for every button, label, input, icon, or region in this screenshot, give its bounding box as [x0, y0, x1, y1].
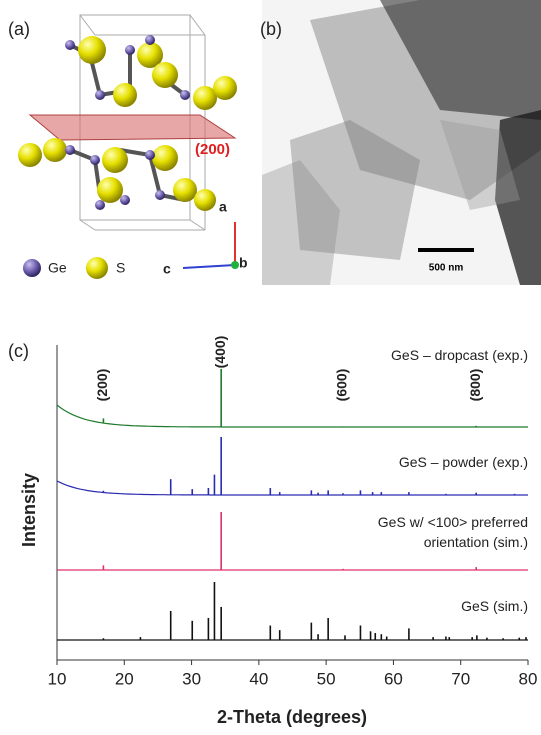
peak-annotation: (200) [94, 369, 110, 402]
x-tick-label: 20 [115, 669, 134, 688]
series-label: GeS (sim.) [268, 596, 528, 616]
y-axis-label: Intensity [19, 473, 39, 547]
legend-label: Ge [48, 260, 67, 276]
crystal-structure: (a) (200) a b c Ge S [8, 15, 248, 279]
panel-label: (c) [8, 341, 29, 361]
tem-image: (b) 500 nm [260, 0, 541, 285]
peak-annotation: (600) [334, 369, 350, 402]
plane-200 [30, 115, 235, 140]
cell-edge [80, 15, 95, 35]
figure-canvas: (a) (200) a b c Ge S (b) 500 nm (c) 2-Th… [0, 0, 541, 735]
x-tick-label: 10 [48, 669, 67, 688]
scale-bar-label: 500 nm [429, 263, 464, 274]
axis-label: c [163, 261, 171, 277]
baseline [57, 481, 528, 495]
axis-label: a [219, 199, 227, 215]
plane-label: (200) [195, 141, 230, 158]
axis-label: b [239, 255, 248, 271]
axis-b-dot [231, 261, 239, 269]
x-tick-label: 80 [519, 669, 538, 688]
axis-c-arrow [183, 265, 235, 268]
x-tick-label: 30 [182, 669, 201, 688]
cell-edge [80, 220, 95, 230]
peak-annotation: (800) [467, 369, 483, 402]
series-label: GeS – dropcast (exp.) [268, 345, 528, 365]
cell-edge [190, 220, 205, 230]
peak-annotation: (400) [212, 336, 228, 369]
cell-edge [190, 15, 205, 35]
figure: (a) (200) a b c Ge S (b) 500 nm (c) 2-Th… [0, 0, 541, 735]
x-tick-label: 40 [249, 669, 268, 688]
x-tick-label: 70 [451, 669, 470, 688]
x-tick-label: 60 [384, 669, 403, 688]
series-label: GeS w/ <100> preferred orientation (sim.… [353, 512, 528, 552]
panel-label: (b) [260, 19, 282, 39]
legend-s-icon [86, 257, 108, 279]
legend-label: S [116, 260, 125, 276]
legend-ge-icon [23, 259, 41, 277]
series-label: GeS – powder (exp.) [268, 452, 528, 472]
x-tick-label: 50 [317, 669, 336, 688]
panel-label: (a) [8, 19, 30, 39]
x-axis-label: 2-Theta (degrees) [217, 707, 367, 727]
baseline [57, 405, 528, 427]
